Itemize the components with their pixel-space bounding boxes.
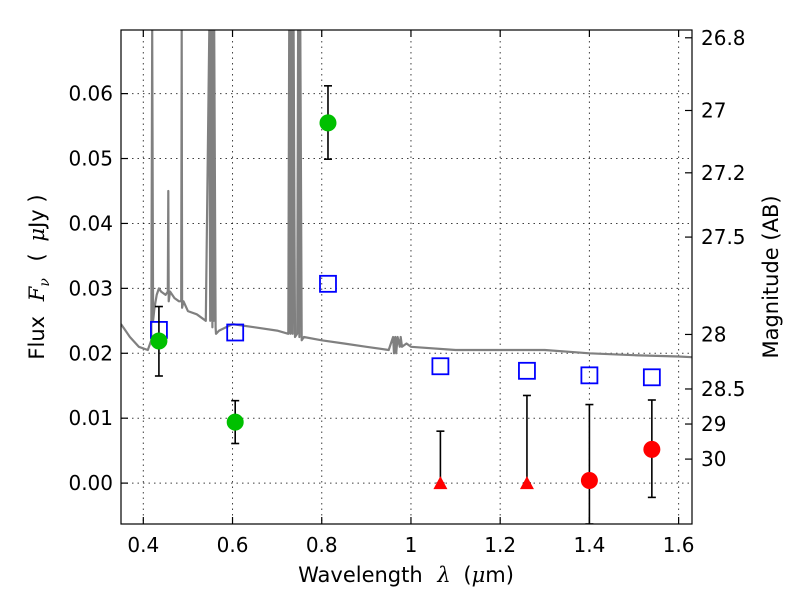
x-tick-label: 0.8 (306, 533, 338, 557)
model-photometry-point (518, 361, 536, 380)
upper-limit-point (519, 476, 534, 490)
y-axis-mu: μ (25, 228, 49, 242)
y2-tick-label: 27 (701, 98, 726, 122)
y-axis-paren: ( (25, 253, 49, 261)
x-tick-label: 0.4 (127, 533, 159, 557)
model-photometry-point (319, 274, 337, 293)
y2-tick-label: 29 (701, 412, 726, 436)
y-tick-label: 0.05 (68, 147, 113, 171)
axes: 0.4 0.6 0.8 1 1.2 1.4 1.6 0.00 0.01 0.02 0.03 0.04 0… (68, 26, 745, 557)
y2-tick-label: 28.5 (701, 377, 746, 401)
y-tick-label: 0.02 (68, 341, 113, 365)
y-tick-label: 0.03 (68, 276, 113, 300)
y-axis-title: Flux Fν ( μJy ) (25, 194, 54, 359)
x-axis-unit: m) (485, 563, 514, 587)
y2-axis-title: Magnitude (AB) (759, 195, 783, 358)
y2-tick-label: 28 (701, 322, 726, 346)
y2-tick-label: 27.2 (701, 161, 746, 185)
y-axis-nu: ν (37, 278, 53, 287)
detection-point (319, 114, 337, 132)
y2-tick-label: 30 (701, 447, 726, 471)
data-layer (121, 30, 692, 524)
y2-tick-label: 27.5 (701, 225, 746, 249)
model-spectrum-line (121, 30, 692, 359)
y-tick-label: 0.01 (68, 406, 113, 430)
x-axis-paren: ( (463, 563, 471, 587)
detection-point (150, 332, 168, 350)
y2-tick-label: 26.8 (701, 26, 746, 50)
y-axis-unit: Jy ) (25, 194, 49, 230)
y-tick-label: 0.06 (68, 82, 113, 106)
y-axis-F: F (25, 285, 49, 302)
detection-point (226, 413, 244, 431)
model-photometry-point (580, 366, 599, 385)
x-axis-title: Wavelength λ (μm) (298, 563, 514, 587)
y-axis-title-word: Flux (25, 316, 49, 360)
x-tick-label: 1.6 (663, 533, 695, 557)
model-photometry-point (226, 323, 245, 342)
model-photometry-point (642, 368, 661, 387)
plot-frame (120, 29, 693, 525)
nondetection-point (580, 472, 598, 490)
x-axis-mu: μ (472, 563, 486, 587)
upper-limit-point (433, 476, 448, 490)
x-tick-label: 1.4 (573, 533, 605, 557)
x-tick-label: 0.6 (217, 533, 249, 557)
x-axis-lambda: λ (436, 563, 450, 587)
x-axis-title-word: Wavelength (298, 563, 423, 587)
x-tick-label: 1.2 (484, 533, 516, 557)
model-photometry-point (431, 357, 450, 376)
y-tick-label: 0.00 (68, 471, 113, 495)
x-tick-label: 1 (405, 533, 418, 557)
y-tick-label: 0.04 (68, 211, 113, 235)
nondetection-point (643, 440, 661, 458)
